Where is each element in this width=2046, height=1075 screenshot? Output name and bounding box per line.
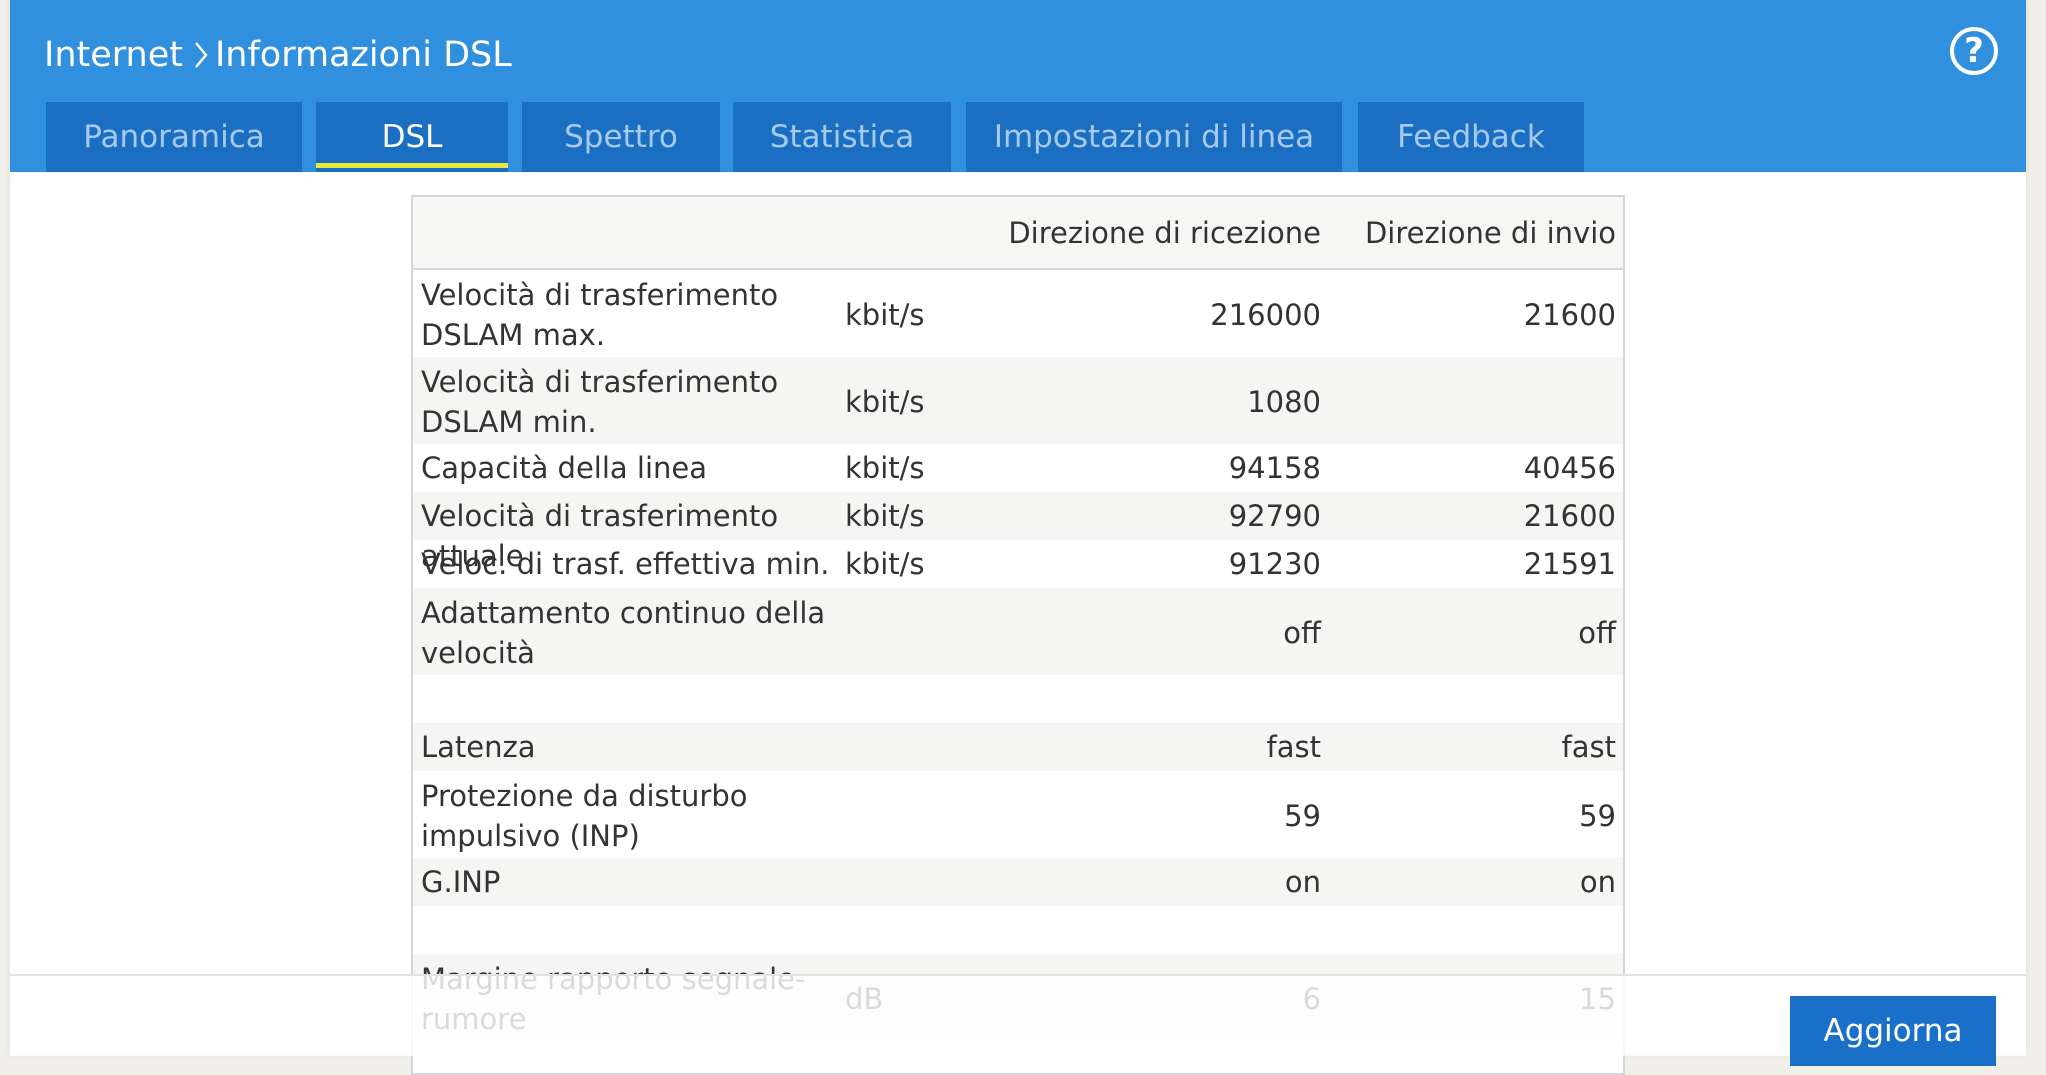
breadcrumb-internet[interactable]: Internet	[44, 35, 183, 75]
row-label: Protezione da disturbo impulsivo (INP)	[421, 779, 748, 853]
row-label: Velocità di trasferimento DSLAM min.	[421, 365, 779, 439]
row-value-up: on	[1579, 865, 1616, 899]
table-row: Latenza fast fast	[413, 723, 1623, 771]
refresh-button[interactable]: Aggiorna	[1790, 996, 1996, 1066]
column-header-invio: Direzione di invio	[1364, 216, 1616, 250]
tab-dsl[interactable]: DSL	[316, 102, 508, 172]
chevron-right-icon	[193, 40, 209, 70]
row-label: Velocità di trasferimento attuale	[421, 499, 779, 573]
row-value-down: on	[1284, 865, 1321, 899]
question-circle-icon[interactable]: ?	[1950, 27, 1998, 75]
header-bar: Internet Informazioni DSL ? Panoramica D…	[10, 0, 2026, 172]
row-label: Capacità della linea	[421, 451, 708, 485]
row-label: Adattamento continuo della velocità	[421, 596, 826, 670]
row-value-down: fast	[1266, 730, 1321, 764]
row-value-up: 21600	[1523, 499, 1616, 533]
row-unit: kbit/s	[845, 298, 925, 332]
row-unit: kbit/s	[845, 499, 925, 533]
row-value-up: 40456	[1523, 451, 1616, 485]
table-row-spacer	[413, 906, 1623, 954]
tab-impostazioni-di-linea[interactable]: Impostazioni di linea	[966, 102, 1342, 172]
row-value-down: 1080	[1247, 385, 1321, 419]
row-unit: kbit/s	[845, 385, 925, 419]
tab-feedback[interactable]: Feedback	[1358, 102, 1584, 172]
tab-panoramica[interactable]: Panoramica	[46, 102, 302, 172]
table-header: Direzione di ricezione Direzione di invi…	[413, 197, 1623, 270]
tab-statistica[interactable]: Statistica	[733, 102, 951, 172]
row-value-up: 59	[1579, 799, 1616, 833]
row-value-down: off	[1283, 616, 1321, 650]
row-value-down: 92790	[1228, 499, 1321, 533]
row-value-down: 216000	[1210, 298, 1321, 332]
row-label: Latenza	[421, 730, 536, 764]
row-unit: kbit/s	[845, 547, 925, 581]
table-row: Velocità di trasferimento DSLAM max. kbi…	[413, 270, 1623, 357]
footer-bar	[10, 974, 2026, 1056]
row-value-down: 94158	[1228, 451, 1321, 485]
table-row: Velocità di trasferimento DSLAM min. kbi…	[413, 357, 1623, 444]
row-value-up: 21591	[1523, 547, 1616, 581]
table-row: Veloc. di trasf. effettiva min. kbit/s 9…	[413, 540, 1623, 588]
row-value-down: 91230	[1228, 547, 1321, 581]
table-row: Adattamento continuo della velocità off …	[413, 588, 1623, 675]
row-label: G.INP	[421, 865, 501, 899]
row-unit: kbit/s	[845, 451, 925, 485]
breadcrumb-current: Informazioni DSL	[214, 35, 512, 75]
row-value-up: off	[1578, 616, 1616, 650]
row-label: Velocità di trasferimento DSLAM max.	[421, 278, 779, 352]
table-row: Protezione da disturbo impulsivo (INP) 5…	[413, 771, 1623, 858]
table-row: Capacità della linea kbit/s 94158 40456	[413, 444, 1623, 492]
table-row: Velocità di trasferimento attuale kbit/s…	[413, 492, 1623, 573]
table-row-spacer	[413, 675, 1623, 723]
breadcrumb: Internet Informazioni DSL	[44, 30, 512, 80]
row-value-up: fast	[1561, 730, 1616, 764]
app-window: Internet Informazioni DSL ? Panoramica D…	[10, 0, 2026, 1075]
row-value-down: 59	[1284, 799, 1321, 833]
row-label: Veloc. di trasf. effettiva min.	[421, 547, 830, 581]
tab-spettro[interactable]: Spettro	[522, 102, 720, 172]
dsl-info-table: Direzione di ricezione Direzione di invi…	[411, 195, 1625, 1075]
column-header-ricezione: Direzione di ricezione	[1008, 216, 1321, 250]
table-row: G.INP on on	[413, 858, 1623, 906]
row-value-up: 21600	[1523, 298, 1616, 332]
